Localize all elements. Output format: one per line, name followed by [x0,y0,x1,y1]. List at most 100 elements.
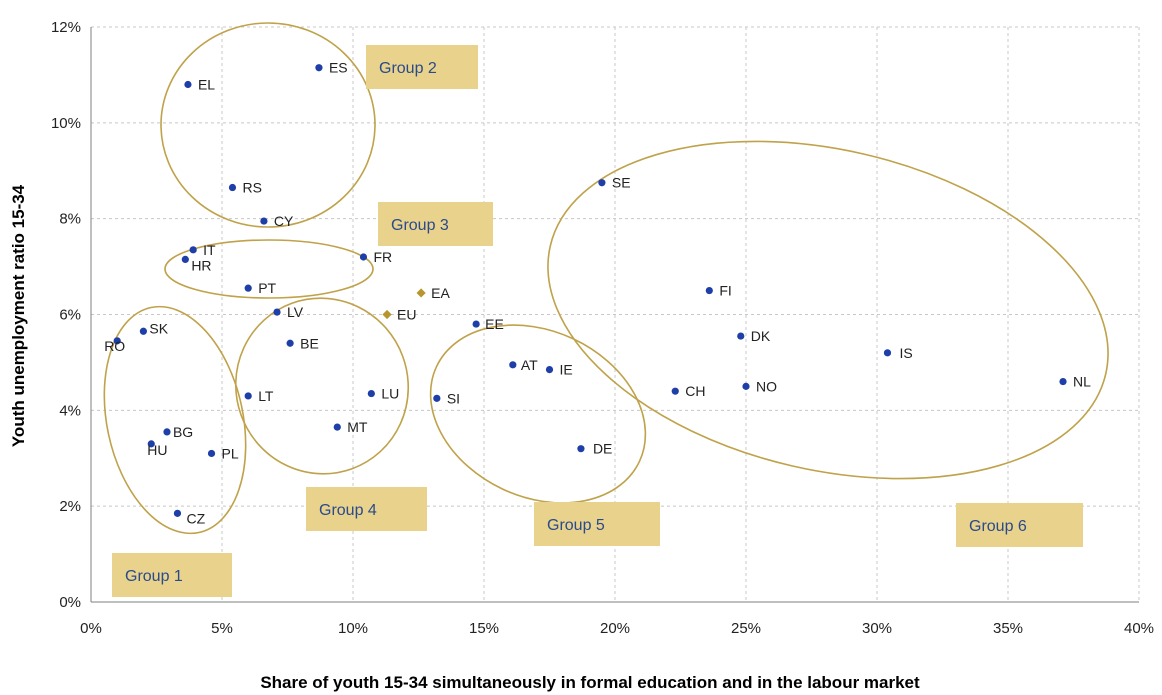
point-label: ES [329,60,348,76]
point-nl: NL [1059,374,1091,390]
point-eu: EU [382,307,417,323]
point-label: FR [373,249,392,265]
x-tick-label: 0% [80,620,102,637]
point-label: EL [198,77,215,93]
group-2-label-box: Group 2 [366,45,478,89]
point-hu: HU [147,440,167,458]
country-marker [545,366,554,374]
point-pt: PT [244,280,277,296]
point-at: AT [509,357,538,373]
point-cy: CY [260,213,294,229]
point-label: CY [274,213,294,229]
country-marker [705,286,713,295]
point-ie: IE [545,362,573,378]
group-5-ellipse [429,324,647,504]
x-tick-label: 10% [338,620,368,637]
point-rs: RS [228,180,262,196]
point-label: DK [751,328,771,344]
point-label: RO [104,338,125,354]
country-marker [184,80,192,89]
point-de: DE [577,441,612,457]
y-tick-label: 4% [59,402,81,419]
x-axis-title: Share of youth 15-34 simultaneously in f… [260,673,920,692]
country-marker [113,337,121,345]
y-axis-title: Youth unemployment ratio 15-34 [9,184,28,447]
country-marker [244,284,252,292]
group-box-background [534,502,660,546]
group-box-background [112,553,232,597]
group-4-ellipse [234,297,410,475]
point-is: IS [883,345,913,361]
y-tick-label: 12% [51,19,81,36]
group-labels: Group 1 Group 2 Group 3 Group 4 Group 5 Group… [112,45,1083,597]
point-label: BE [300,335,319,351]
point-label: IE [560,362,573,378]
point-label: PT [258,280,276,296]
group-ellipses [103,22,1109,535]
group-2-ellipse [160,22,376,228]
y-tick-label: 10% [51,115,81,132]
point-label: NO [756,378,777,394]
point-es: ES [315,60,348,76]
country-marker [1059,377,1067,386]
group-label: Group 3 [391,217,449,234]
country-marker [433,394,441,402]
point-label: HR [191,257,211,273]
point-label: EA [431,285,450,301]
point-se: SE [598,175,631,191]
point-cz: CZ [173,509,206,526]
group-6-label-box: Group 6 [956,503,1083,547]
point-ee: EE [472,316,504,332]
point-hr: HR [181,255,212,273]
point-el: EL [184,77,215,93]
x-tick-label: 30% [862,620,892,637]
point-label: NL [1073,374,1091,390]
point-pl: PL [207,445,239,461]
point-bg: BG [163,424,193,440]
country-marker [359,253,368,261]
y-tick-label: 0% [59,594,81,611]
country-marker [244,392,252,400]
point-mt: MT [333,419,368,435]
point-ro: RO [104,337,125,354]
axes: 0% 5% 10% 15% 20% 25% 30% 35% 40% 0% 2% 4% 6% 8% 10% 12… [51,19,1154,637]
x-tick-label: 5% [211,620,233,637]
x-tick-label: 35% [993,620,1023,637]
y-tick-label: 2% [59,498,81,515]
country-marker [671,387,679,395]
country-marker [286,339,294,347]
group-box-background [366,45,478,89]
y-tick-label: 6% [59,307,81,324]
point-label: AT [521,357,538,373]
group-label: Group 2 [379,60,437,77]
group-label: Group 6 [969,518,1027,535]
group-box-background [378,202,493,246]
point-label: FI [719,283,731,299]
country-marker [509,361,517,369]
point-label: EU [397,307,416,323]
country-marker [598,179,606,187]
country-marker [163,428,171,436]
country-marker [273,308,281,316]
point-label: PL [222,445,239,461]
country-marker [333,423,341,431]
country-marker [883,349,892,357]
point-label: CZ [186,510,205,526]
country-marker [207,449,216,458]
group-4-label-box: Group 4 [306,487,427,531]
point-si: SI [433,390,460,406]
point-label: EE [485,316,504,332]
group-box-background [306,487,427,531]
country-marker [367,389,375,398]
country-marker [189,246,197,254]
country-marker [147,440,155,448]
group-label: Group 1 [125,568,183,585]
group-1-ellipse [103,305,247,535]
point-label: IS [899,345,912,361]
aggregate-marker [382,309,392,320]
x-tick-label: 25% [731,620,761,637]
country-marker [173,509,182,517]
aggregate-marker [416,288,426,298]
point-label: BG [173,424,193,440]
